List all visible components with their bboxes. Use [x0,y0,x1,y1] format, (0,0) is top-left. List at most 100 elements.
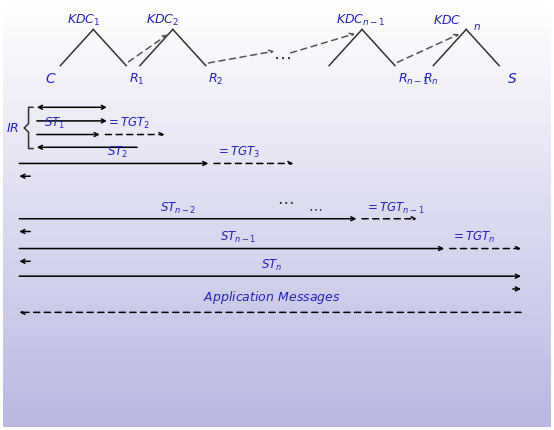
Bar [3,102,551,104]
Bar [3,262,551,264]
Bar [3,28,551,31]
Bar [3,168,551,170]
Text: $KDC_2$: $KDC_2$ [146,13,179,28]
Bar [3,190,551,192]
Bar [3,192,551,194]
Bar [3,175,551,177]
Bar [3,332,551,334]
Text: $KDC_{n-1}$: $KDC_{n-1}$ [336,13,386,28]
Bar [3,37,551,39]
Text: $ST_n$: $ST_n$ [261,257,282,272]
Bar [3,270,551,272]
Bar [3,79,551,81]
Bar [3,258,551,260]
Bar [3,321,551,323]
Bar [3,342,551,344]
Bar [3,109,551,111]
Bar [3,353,551,355]
Bar [3,75,551,77]
Bar [3,156,551,158]
Bar [3,62,551,64]
Bar [3,315,551,317]
Bar [3,81,551,83]
Bar [3,247,551,249]
Bar [3,385,551,387]
Bar [3,410,551,412]
Bar [3,292,551,294]
Bar [3,177,551,179]
Bar [3,347,551,349]
Bar [3,374,551,376]
Bar [3,408,551,410]
Bar [3,215,551,217]
Bar [3,402,551,404]
Bar [3,88,551,90]
Bar [3,249,551,251]
Bar [3,198,551,200]
Bar [3,349,551,351]
Bar [3,202,551,204]
Text: $IR$: $IR$ [6,122,19,135]
Bar [3,181,551,183]
Bar [3,11,551,13]
Bar [3,232,551,234]
Bar [3,336,551,338]
Bar [3,164,551,166]
Bar [3,158,551,160]
Bar [3,170,551,172]
Bar [3,330,551,332]
Bar [3,149,551,151]
Bar [3,96,551,98]
Bar [3,245,551,247]
Bar [3,24,551,26]
Bar [3,47,551,49]
Bar [3,268,551,270]
Bar [3,294,551,296]
Bar [3,113,551,115]
Bar [3,41,551,43]
Bar [3,60,551,62]
Bar [3,120,551,122]
Text: $ST_1$: $ST_1$ [44,116,65,131]
Bar [3,383,551,385]
Bar [3,260,551,262]
Bar [3,423,551,425]
Bar [3,415,551,417]
Bar [3,221,551,224]
Bar [3,366,551,368]
Bar [3,134,551,136]
Bar [3,306,551,308]
Bar [3,334,551,336]
Bar [3,20,551,22]
Bar [3,251,551,253]
Bar [3,308,551,310]
Text: $ST_{n-2}$: $ST_{n-2}$ [160,200,197,215]
Bar [3,378,551,381]
Bar [3,73,551,75]
Bar [3,86,551,88]
Bar [3,39,551,41]
Bar [3,209,551,211]
Bar [3,406,551,408]
Bar [3,147,551,149]
Bar [3,396,551,397]
Bar [3,219,551,221]
Bar [3,136,551,138]
Bar [3,90,551,92]
Bar [3,359,551,362]
Bar [3,376,551,378]
Bar [3,43,551,45]
Bar [3,151,551,154]
Bar [3,204,551,206]
Bar [3,166,551,168]
Bar [3,362,551,363]
Bar [3,64,551,67]
Bar [3,344,551,347]
Bar [3,217,551,219]
Bar [3,310,551,313]
Bar [3,272,551,274]
Text: $=TGT_2$: $=TGT_2$ [106,116,150,131]
Bar [3,266,551,268]
Bar [3,296,551,298]
Bar [3,185,551,187]
